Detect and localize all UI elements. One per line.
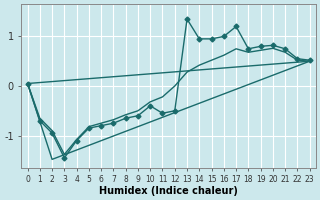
X-axis label: Humidex (Indice chaleur): Humidex (Indice chaleur) [99,186,238,196]
